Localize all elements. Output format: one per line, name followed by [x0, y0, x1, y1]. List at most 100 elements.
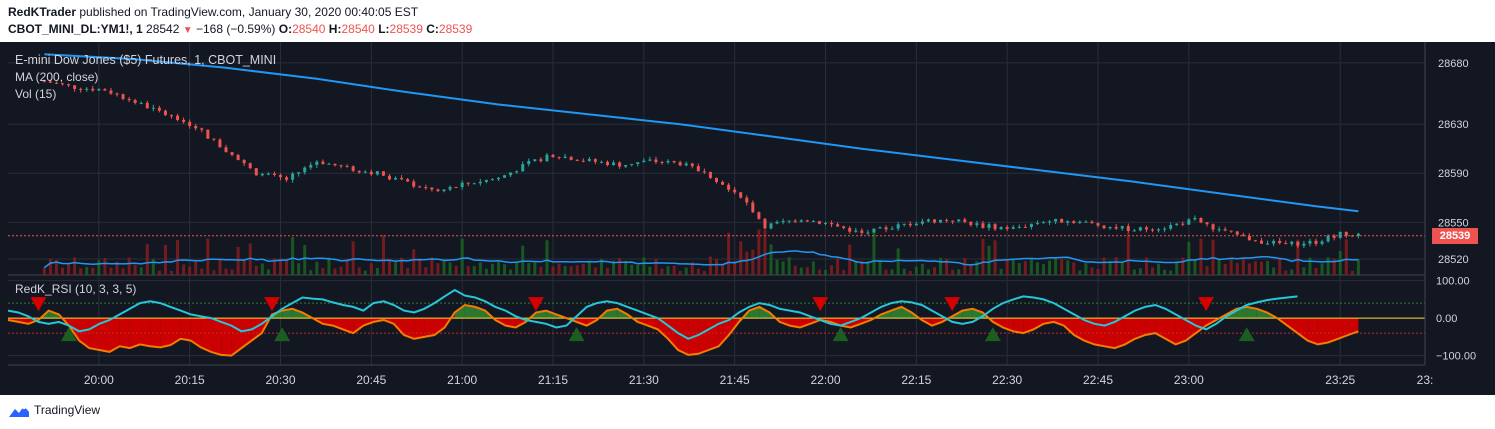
candle-body	[394, 177, 398, 180]
candle-body	[721, 181, 725, 185]
volume-bar	[1296, 239, 1300, 275]
candle-body	[272, 173, 276, 175]
candle-body	[424, 187, 428, 189]
candle-body	[1199, 217, 1203, 223]
rsi-legend[interactable]: RedK_RSI (10, 3, 3, 5)	[15, 282, 137, 296]
volume-bar	[79, 268, 83, 275]
tradingview-brand[interactable]: TradingView	[34, 403, 101, 417]
candle-body	[957, 219, 961, 222]
volume-bar	[1205, 266, 1209, 275]
candle-body	[545, 154, 549, 162]
candle-body	[1029, 223, 1033, 228]
rsi-fill	[718, 318, 729, 347]
rsi-tick-label: 100.00	[1436, 276, 1470, 288]
volume-bar	[660, 268, 664, 275]
candle-body	[793, 220, 797, 222]
sell-marker	[1198, 297, 1215, 312]
rsi-fill	[180, 318, 191, 341]
candle-body	[630, 164, 634, 166]
candle-body	[963, 219, 967, 222]
rsi-fill	[414, 318, 425, 339]
rsi-fill	[1246, 306, 1257, 319]
chart-area[interactable]: 28520 28550 28590 28630 28680 100.00 0.00 −100.…	[0, 42, 1495, 395]
tradingview-logo-icon[interactable]	[8, 403, 30, 419]
volume-bar	[436, 263, 440, 275]
candle-body	[1253, 240, 1257, 242]
candle-body	[448, 186, 452, 190]
volume-bar	[727, 232, 731, 275]
candle-body	[339, 165, 343, 167]
rsi-fill	[99, 318, 110, 352]
candle-body	[1217, 229, 1221, 231]
candle-body	[478, 181, 482, 184]
time-tick-label: 20:00	[84, 373, 114, 387]
ma-legend[interactable]: MA (200, close)	[15, 70, 99, 84]
volume-bar	[866, 261, 870, 275]
symbol-name[interactable]: CBOT_MINI_DL:YM1!, 1	[8, 22, 143, 36]
volume-bar	[163, 244, 167, 275]
candle-body	[999, 227, 1003, 230]
volume-bar	[836, 258, 840, 275]
volume-bar	[811, 261, 815, 275]
volume-bar	[1090, 267, 1094, 275]
volume-bar	[1072, 262, 1076, 275]
volume-bar	[1096, 269, 1100, 275]
candle-body	[1278, 240, 1282, 244]
author-name[interactable]: RedKTrader	[8, 5, 77, 19]
volume-bar	[642, 257, 646, 275]
candle-body	[1017, 226, 1021, 228]
candle-body	[1241, 234, 1245, 236]
volume-bar	[157, 270, 161, 275]
candle-body	[1126, 226, 1130, 232]
volume-bar	[890, 269, 894, 275]
volume-bar	[599, 258, 603, 275]
price-change: −168 (−0.59%)	[196, 22, 276, 36]
volume-bar	[878, 259, 882, 275]
publish-info: RedKTrader published on TradingView.com,…	[8, 5, 418, 19]
chart-canvas[interactable]: 28520 28550 28590 28630 28680 100.00 0.00 −100.…	[0, 42, 1495, 395]
volume-bar	[1338, 250, 1342, 275]
volume-bar	[981, 238, 985, 275]
volume-bar	[666, 266, 670, 275]
candle-body	[1344, 231, 1348, 236]
volume-bar	[1302, 267, 1306, 275]
volume-bar	[1102, 257, 1106, 275]
volume-bar	[539, 266, 543, 275]
candle-body	[569, 156, 573, 160]
volume-bar	[1035, 262, 1039, 275]
volume-bar	[618, 258, 622, 275]
volume-bar	[1217, 258, 1221, 275]
candle-body	[981, 223, 985, 228]
volume-bar	[339, 266, 343, 275]
chart-title[interactable]: E-mini Dow Jones ($5) Futures, 1, CBOT_M…	[15, 53, 277, 67]
volume-bar	[1048, 260, 1052, 275]
volume-bar	[733, 261, 737, 275]
publish-date: published on TradingView.com, January 30…	[79, 5, 419, 19]
candle-body	[666, 160, 670, 163]
buy-marker	[984, 327, 1001, 342]
volume-bar	[272, 258, 276, 275]
candle-body	[1332, 235, 1336, 238]
candle-body	[121, 94, 125, 99]
volume-bar	[279, 258, 282, 275]
rsi-fill	[1013, 318, 1024, 334]
candle-body	[1060, 218, 1064, 223]
candle-body	[1151, 229, 1154, 231]
volume-bar	[799, 267, 803, 275]
volume-bar	[194, 261, 198, 275]
volume-bar	[648, 266, 652, 275]
candle-body	[515, 171, 519, 173]
candle-body	[872, 228, 876, 233]
candle-body	[1084, 221, 1088, 223]
rsi-fill	[170, 318, 181, 346]
candle-body	[1266, 243, 1270, 245]
volume-bar	[394, 262, 398, 275]
candle-body	[509, 172, 513, 176]
candle-body	[842, 226, 846, 229]
rsi-fill	[1195, 318, 1207, 334]
candle-body	[787, 220, 791, 222]
volume-bar	[908, 270, 912, 275]
high-value: 28540	[341, 22, 375, 36]
candle-body	[1260, 240, 1263, 244]
vol-legend[interactable]: Vol (15)	[15, 87, 57, 101]
